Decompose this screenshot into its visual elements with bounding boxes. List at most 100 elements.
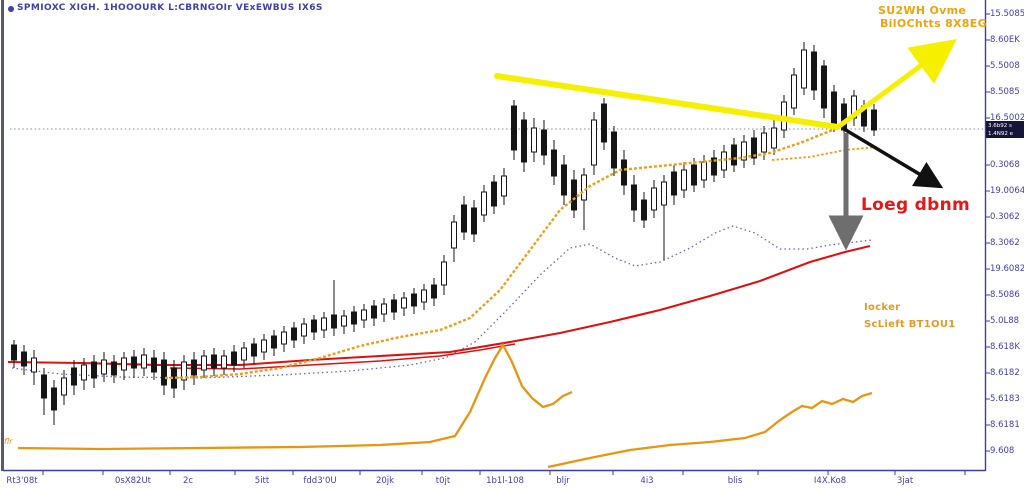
candle: [471, 200, 477, 242]
candle: [721, 145, 727, 178]
candle: [701, 155, 707, 188]
candle: [561, 155, 567, 205]
candle: [141, 348, 147, 376]
candle: [451, 215, 457, 262]
candle: [461, 196, 467, 240]
candle: [621, 150, 627, 195]
candle: [601, 98, 607, 150]
price-tag-line1: 3.6b92 s: [988, 123, 1012, 129]
annotation-top-right-line2: BilOChtts 8X8EG: [880, 17, 987, 30]
candle: [501, 168, 507, 205]
candle: [271, 330, 277, 356]
candle: [531, 118, 537, 162]
candle: [151, 350, 157, 380]
orange-indicator-line-2: [547, 391, 873, 469]
candle: [11, 340, 17, 368]
price-tag-line2: 1.4N92 e: [988, 131, 1013, 137]
yellow-up-arrow: [836, 38, 957, 130]
candle: [211, 348, 217, 376]
candle: [851, 90, 857, 126]
candle: [321, 312, 327, 338]
candle: [41, 368, 47, 415]
candle: [811, 45, 817, 100]
candle: [651, 180, 657, 218]
candle: [421, 284, 427, 310]
candle: [511, 100, 517, 160]
candle: [301, 318, 307, 344]
candle: [431, 278, 437, 306]
candle: [341, 310, 347, 334]
candle: [711, 150, 717, 182]
candle: [71, 360, 77, 395]
candle: [351, 306, 357, 332]
candle: [681, 162, 687, 198]
annotation-top-right-line1: SU2WH Ovme: [878, 4, 967, 17]
candle: [241, 342, 247, 368]
candle: [801, 42, 807, 95]
legend-bullet-icon: [8, 6, 14, 12]
candle: [741, 135, 747, 168]
candle: [551, 140, 557, 185]
candle: [771, 120, 777, 155]
candle: [121, 352, 127, 380]
candle: [81, 358, 87, 390]
candle: [521, 112, 527, 172]
red-ma-line: [7, 244, 871, 367]
candle: [571, 170, 577, 218]
chart-left-border: [1, 0, 4, 471]
annotation-right-orange-line2: ScLieft BT1OU1: [864, 319, 956, 330]
candle: [481, 185, 487, 222]
orange-ma-line: [164, 126, 839, 380]
candle: [201, 350, 207, 378]
candle: [661, 175, 667, 260]
candle: [311, 315, 317, 340]
candle: [541, 120, 547, 165]
candle: [641, 192, 647, 228]
candle: [631, 175, 637, 222]
candle: [291, 322, 297, 348]
candle: [411, 288, 417, 314]
current-price-tag: 3.6b92 s 1.4N92 e: [986, 121, 1024, 138]
candle: [21, 345, 27, 375]
orange-ma-tail: [771, 146, 878, 161]
red-ma-line-2: [169, 343, 516, 370]
candle: [191, 352, 197, 385]
annotation-log-down: Loeg dbnm: [861, 195, 970, 215]
candle: [261, 334, 267, 360]
indicator-label: flr: [4, 437, 13, 446]
yellow-downtrend-line: [494, 73, 841, 130]
candle: [131, 350, 137, 378]
candle: [731, 138, 737, 172]
orange-indicator-line-1: [17, 342, 573, 451]
candle: [381, 298, 387, 322]
candle: [671, 165, 677, 205]
candle: [821, 60, 827, 118]
annotation-right-orange: Iocker ScLieft BT1OU1: [864, 299, 956, 333]
candle: [51, 380, 57, 425]
candle: [441, 255, 447, 295]
candle: [181, 355, 187, 390]
candle: [331, 280, 337, 336]
black-down-arrow: [843, 127, 944, 189]
candle: [371, 300, 377, 326]
candle: [791, 68, 797, 115]
candle: [281, 326, 287, 352]
annotation-right-orange-line1: Iocker: [864, 302, 901, 313]
candle: [61, 370, 67, 405]
candle: [611, 126, 617, 176]
annotation-top-right: SU2WH Ovme BilOChtts 8X8EG: [878, 4, 987, 30]
candle: [111, 355, 117, 383]
candle: [91, 355, 97, 388]
candle: [401, 292, 407, 316]
candle: [581, 168, 587, 230]
candle: [361, 304, 367, 328]
candle: [491, 175, 497, 214]
chart-legend: SPMIOXC XIGH. 1HOOOURK L:CBRNGOIr VExEWB…: [17, 3, 323, 13]
candle: [871, 104, 877, 136]
candle: [391, 294, 397, 320]
candle: [31, 350, 37, 385]
candle: [161, 352, 167, 395]
candle: [751, 130, 757, 165]
